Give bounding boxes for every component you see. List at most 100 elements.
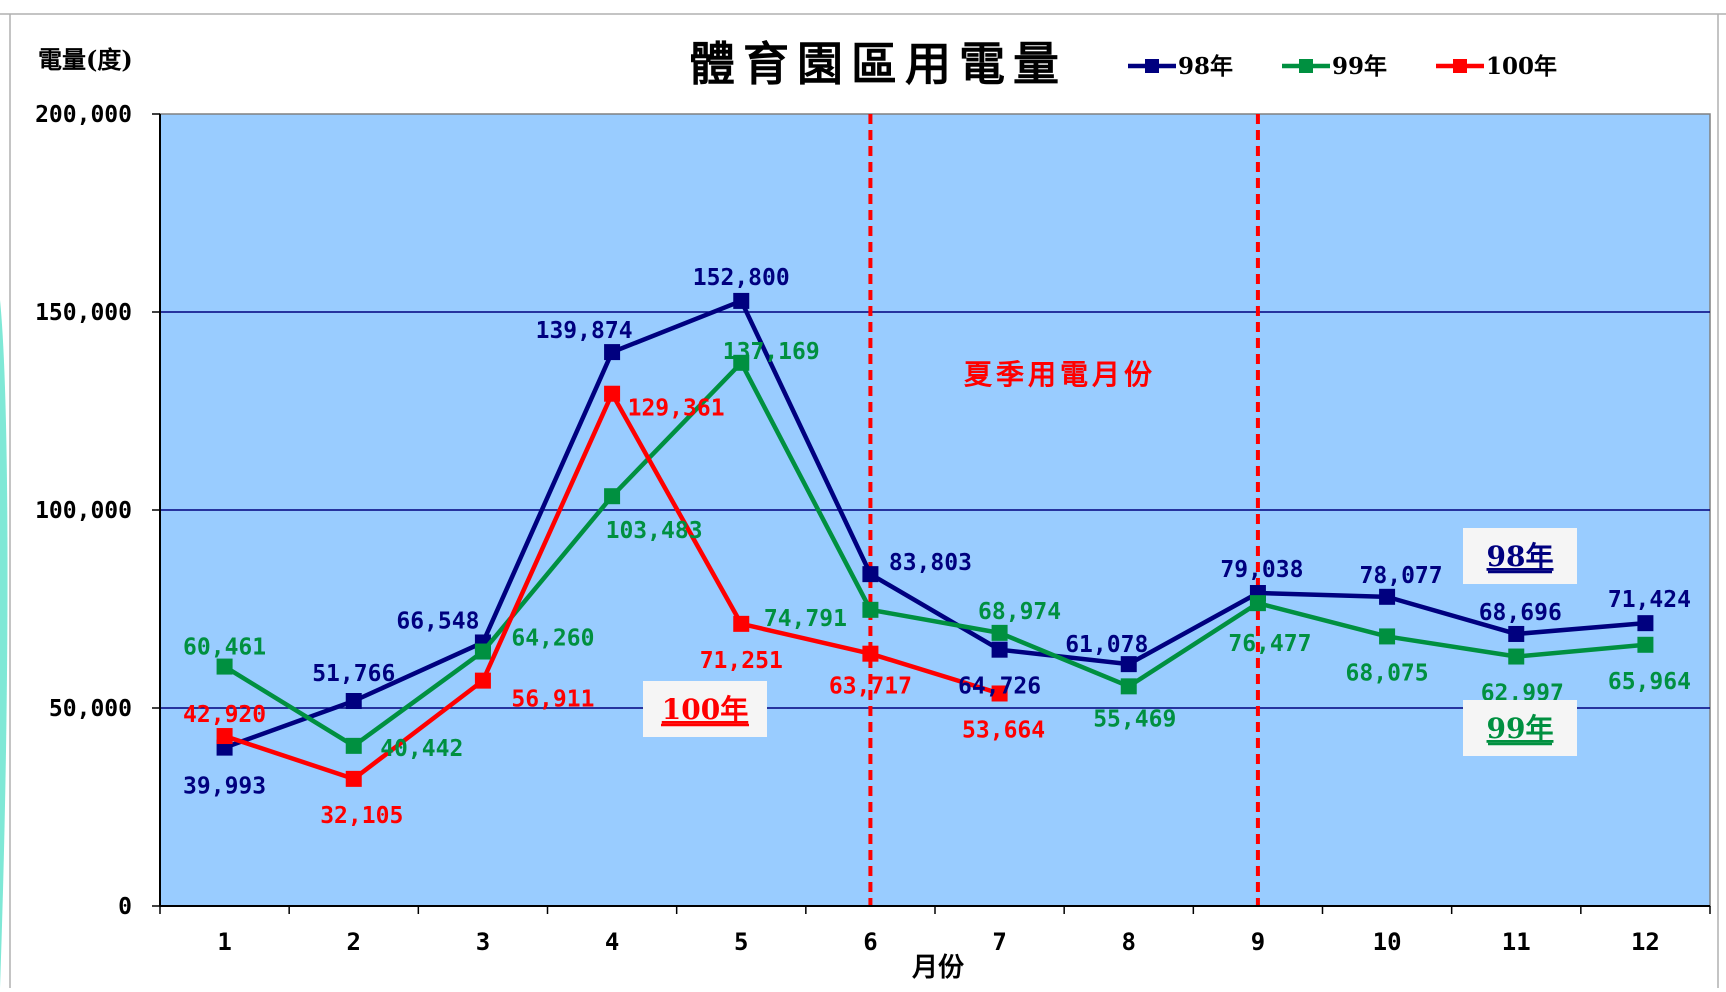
legend-swatch-marker [1453,59,1467,73]
x-tick-label: 10 [1373,928,1402,956]
data-label: 129,361 [628,396,725,422]
data-point [1120,678,1137,695]
data-point [216,658,233,675]
data-label: 39,993 [183,774,266,800]
data-point [991,685,1008,702]
data-point [345,737,362,754]
y-tick-label: 0 [118,894,132,920]
data-point [604,344,621,361]
data-label: 65,964 [1608,669,1691,695]
y-tick-label: 50,000 [49,696,132,722]
summer-months-label: 夏季用電月份 [964,358,1156,391]
data-point [862,645,879,662]
data-label: 83,803 [889,550,972,576]
series-tag-text: 98年 [1487,540,1554,573]
y-tick-label: 100,000 [35,498,132,524]
x-tick-label: 7 [992,928,1006,956]
data-label: 32,105 [320,803,403,829]
data-label: 152,800 [693,265,790,291]
data-point [1120,656,1137,673]
data-point [862,601,879,618]
data-label: 55,469 [1093,706,1176,732]
data-label: 53,664 [962,717,1045,743]
data-point [216,728,233,745]
x-tick-label: 5 [734,928,748,956]
series-tag-text: 100年 [662,693,748,726]
data-point [345,770,362,787]
data-label: 51,766 [312,661,395,687]
data-label: 68,075 [1346,660,1429,686]
series-line [223,298,1646,750]
data-label: 74,791 [764,606,847,632]
x-tick-label: 12 [1631,928,1660,956]
series-tag-box [1463,528,1577,584]
data-point [862,566,879,583]
legend-label: 99年 [1332,53,1387,80]
data-label: 137,169 [723,339,820,365]
data-point [991,624,1008,641]
legend-swatch-marker [1299,59,1313,73]
x-tick-label: 3 [476,928,490,956]
legend-swatch-marker [1145,59,1159,73]
data-label: 42,920 [183,702,266,728]
data-point [733,354,750,371]
series-lines [216,292,1654,787]
y-tick-label: 200,000 [35,102,132,128]
series-line [223,360,1646,749]
x-tick-label: 6 [863,928,877,956]
x-tick-label: 9 [1251,928,1265,956]
data-label: 56,911 [511,687,594,713]
x-axis-title: 月份 [911,953,964,983]
data-point [1637,636,1654,653]
series-tags: 98年 99年 100年 [643,528,1577,756]
data-point [733,292,750,309]
data-label: 63,717 [829,674,912,700]
data-label: 71,251 [700,648,783,674]
grid-lines [160,311,1710,709]
series-tag-box [1463,700,1577,756]
x-tick-label: 4 [605,928,619,956]
series-tag-box [643,681,767,737]
legend: 98年 99年 100年 [1128,53,1557,80]
data-label: 76,477 [1228,631,1311,657]
data-point [1508,625,1525,642]
data-label: 66,548 [396,608,479,634]
data-point [1379,628,1396,645]
data-point [345,693,362,710]
data-label: 64,726 [958,674,1041,700]
data-label: 60,461 [183,635,266,661]
y-axis-title: 電量(度) [38,45,133,74]
data-point [733,615,750,632]
legend-label: 100年 [1486,53,1557,80]
data-point [1637,615,1654,632]
data-point [991,641,1008,658]
data-label: 40,442 [380,736,463,762]
data-label: 139,874 [536,318,633,344]
x-tick-label: 1 [217,928,231,956]
x-tick-label: 11 [1502,928,1531,956]
data-point [1249,595,1266,612]
data-point [604,488,621,505]
data-label: 68,974 [978,599,1061,625]
data-label: 68,696 [1479,600,1562,626]
data-label: 71,424 [1608,587,1691,613]
data-labels: 39,993 51,766 66,548 139,874 152,800 83,803 64… [183,265,1691,829]
data-label: 78,077 [1360,563,1443,589]
y-tick-label: 150,000 [35,300,132,326]
data-point [1508,648,1525,665]
data-label: 64,260 [511,626,594,652]
data-point [604,385,621,402]
data-label: 103,483 [606,518,703,544]
chart-title: 體育園區用電量 [689,37,1067,91]
data-point [474,643,491,660]
series-tag-text: 99年 [1487,712,1554,745]
summer-months-region [868,114,1260,906]
data-point [474,672,491,689]
data-label: 79,038 [1220,557,1303,583]
legend-label: 98年 [1178,53,1233,80]
slide-edge-decoration [0,300,8,988]
data-label: 61,078 [1065,632,1148,658]
